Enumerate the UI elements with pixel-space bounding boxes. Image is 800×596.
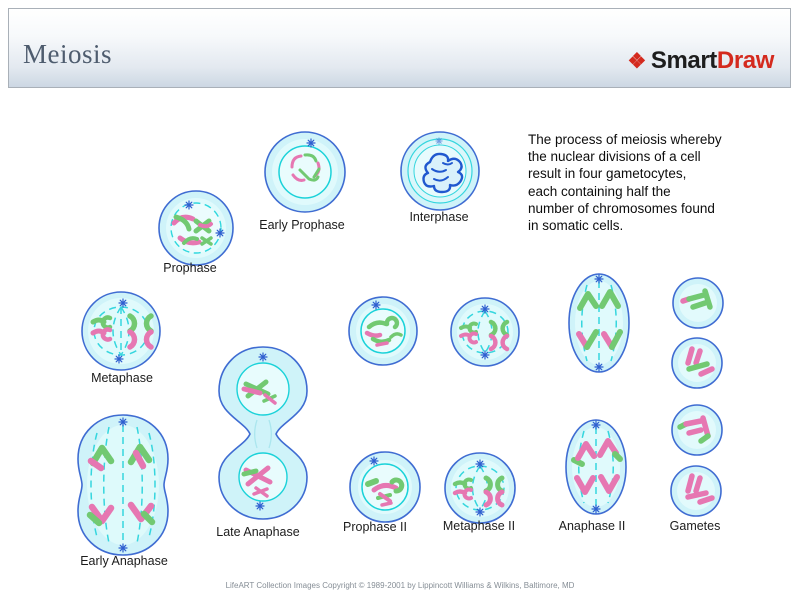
logo-text-smart: Smart xyxy=(650,47,717,74)
cell-metaphase xyxy=(79,289,163,373)
centrosome-aster-icon xyxy=(118,298,128,308)
label-metaphase2: Metaphase II xyxy=(442,519,516,533)
cell-prophase xyxy=(156,188,236,268)
chromosomes xyxy=(364,315,403,347)
chromosomes xyxy=(241,379,277,498)
cell-prophase2-top xyxy=(347,295,419,367)
page-title: Meiosis xyxy=(23,39,113,69)
chromosomes xyxy=(685,473,715,505)
chromosomes xyxy=(576,289,623,350)
centrosome-aster-icon xyxy=(435,137,443,145)
spindle-fibers xyxy=(581,281,617,365)
centrosome-aster-icon xyxy=(114,354,124,364)
centrosome-aster-icon xyxy=(118,417,128,427)
cell-gamete-1 xyxy=(671,276,725,330)
centrosome-aster-icon xyxy=(118,543,128,553)
centrosome-aster-icon xyxy=(371,300,381,310)
cell-early-prophase xyxy=(263,130,347,214)
chromosomes xyxy=(86,443,156,527)
label-anaphase2: Anaphase II xyxy=(558,519,626,533)
centrosome-aster-icon xyxy=(255,501,265,511)
cell-gamete-3 xyxy=(670,403,724,457)
centrosome-aster-icon xyxy=(594,362,604,372)
spindle-fibers xyxy=(455,465,505,511)
label-interphase: Interphase xyxy=(409,210,469,224)
chromosomes xyxy=(459,319,510,352)
chromosomes xyxy=(685,346,715,377)
chromosomes xyxy=(90,313,154,350)
centrosome-aster-icon xyxy=(591,420,601,430)
centrosome-aster-icon xyxy=(306,138,316,148)
cell-anaphase2-bottom xyxy=(563,418,629,516)
cell-gamete-4 xyxy=(669,464,723,518)
centrosome-aster-icon xyxy=(480,350,490,360)
smartdraw-logo: ❖ Smart Draw xyxy=(627,47,774,75)
centrosome-aster-icon xyxy=(184,200,194,210)
copyright-notice: LifeART Collection Images Copyright © 19… xyxy=(225,581,575,590)
centrosome-aster-icon xyxy=(475,507,485,517)
spindle-fibers xyxy=(461,310,509,354)
cell-metaphase2-top xyxy=(449,296,521,368)
chromosomes xyxy=(677,415,711,444)
title-bar: Meiosis ❖ Smart Draw xyxy=(8,8,791,88)
cell-late-anaphase xyxy=(216,344,310,522)
diamond-cluster-icon: ❖ xyxy=(627,49,646,73)
chromosomes xyxy=(365,477,405,507)
chromosomes xyxy=(571,438,623,495)
centrosome-aster-icon xyxy=(215,228,225,238)
cell-gamete-2 xyxy=(670,336,724,390)
label-gametes: Gametes xyxy=(669,519,721,533)
label-late-anaphase: Late Anaphase xyxy=(216,525,300,539)
label-early-anaphase: Early Anaphase xyxy=(80,554,168,568)
chromosomes xyxy=(290,153,321,182)
chromosomes xyxy=(171,214,213,246)
meiosis-description: The process of meiosis whereby the nucle… xyxy=(528,132,722,234)
chromatin-mass xyxy=(422,152,464,194)
centrosome-aster-icon xyxy=(258,352,268,362)
centrosome-aster-icon xyxy=(480,304,490,314)
chromosomes xyxy=(680,288,713,310)
label-metaphase: Metaphase xyxy=(91,371,153,385)
logo-text-draw: Draw xyxy=(716,47,774,74)
centrosome-aster-icon xyxy=(369,456,379,466)
centrosome-aster-icon xyxy=(594,274,604,284)
label-early-prophase: Early Prophase xyxy=(259,218,345,232)
cell-early-anaphase xyxy=(64,411,182,559)
cell-prophase2-bottom xyxy=(348,450,422,524)
centrosome-aster-icon xyxy=(591,504,601,514)
spindle-fibers xyxy=(578,427,614,507)
label-prophase: Prophase xyxy=(163,261,217,275)
cell-anaphase2-top xyxy=(565,271,633,375)
label-prophase2: Prophase II xyxy=(343,520,407,534)
centrosome-aster-icon xyxy=(475,459,485,469)
cell-metaphase2-bottom xyxy=(443,451,517,525)
chromosomes xyxy=(452,475,505,508)
spindle-fibers xyxy=(90,425,156,545)
cell-interphase xyxy=(398,129,482,213)
